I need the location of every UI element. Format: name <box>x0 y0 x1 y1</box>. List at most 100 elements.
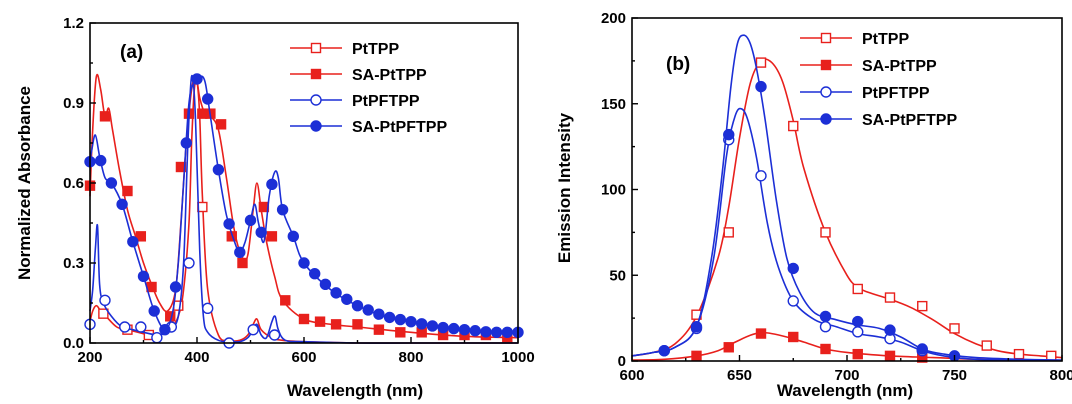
panel-a-data-point <box>330 287 342 299</box>
panel-b-y-tick-label: 50 <box>609 267 626 284</box>
panel-a-data-point <box>99 294 111 307</box>
panel-a-xlabel: Wavelength (nm) <box>287 381 423 400</box>
panel-a-legend-label: SA-PtPFTPP <box>352 119 447 136</box>
panel-a-legend-marker <box>310 94 322 106</box>
panel-b-data-point <box>1046 350 1057 362</box>
panel-b-data-point <box>949 323 960 334</box>
panel-a-chart: 200 400 600 800 1000 0.0 0.3 0.6 0.9 1.2 PtTPP SA-… <box>15 15 535 400</box>
panel-a-data-point <box>169 281 182 293</box>
panel-a-label: (a) <box>120 42 143 63</box>
panel-b-data-point <box>884 350 896 362</box>
panel-a-x-tick-label: 1000 <box>501 349 534 366</box>
panel-a-data-point <box>151 331 163 344</box>
panel-a-data-point <box>309 267 321 280</box>
panel-a-data-point <box>490 326 503 339</box>
panel-a-data-point <box>116 198 128 211</box>
panel-a-data-point <box>319 278 332 291</box>
panel-a-y-tick-label: 0.9 <box>63 95 84 112</box>
panel-a-legend-marker <box>310 68 322 80</box>
panel-b-ylabel: Emission Intensity <box>555 112 574 263</box>
panel-b-legend-marker <box>820 113 832 125</box>
panel-a-data-point <box>99 111 111 122</box>
panel-b-data-point <box>852 283 863 295</box>
panel-b-legend-label: PtTPP <box>862 31 909 48</box>
panel-b-y-tick-label: 0 <box>618 353 626 370</box>
panel-b-data-point <box>691 350 702 362</box>
panel-b-data-point <box>884 292 896 303</box>
panel-a-data-point <box>201 302 214 315</box>
panel-a-data-point <box>287 230 299 243</box>
panel-a-data-point <box>268 329 281 341</box>
panel-b-series-1 <box>631 328 1063 363</box>
panel-b-legend-entry: SA-PtPFTPP <box>800 112 957 129</box>
panel-a-legend-entry: SA-PtTPP <box>290 67 427 84</box>
panel-b-data-point <box>723 128 735 141</box>
panel-b-chart: 600 650 700 750 800 0 50 100 150 200 PtTPP SA-PtTP… <box>555 10 1072 400</box>
panel-a-x-tick-label: 200 <box>77 349 102 366</box>
panel-a-y-tick-label: 0.0 <box>63 335 84 352</box>
panel-b-y-tick-label: 150 <box>601 96 626 113</box>
panel-b-data-point <box>690 321 703 333</box>
panel-b-data-point <box>820 227 831 238</box>
panel-a-data-point <box>480 326 492 338</box>
panel-a-data-point <box>94 154 107 167</box>
panel-b-data-point <box>916 343 928 355</box>
panel-a-data-point <box>183 257 195 269</box>
panel-a-data-point <box>362 304 374 316</box>
panel-a-legend-entry: PtTPP <box>290 41 399 58</box>
panel-b-x-tick-label: 800 <box>1049 367 1072 384</box>
panel-b-data-point <box>755 170 767 182</box>
panel-a-data-point <box>223 218 235 230</box>
panel-b-data-point <box>787 262 799 275</box>
panel-a-legend-label: PtTPP <box>352 41 399 58</box>
panel-a-data-point <box>373 308 385 320</box>
panel-a-legend-marker <box>310 42 322 54</box>
panel-b-x-tick-label: 700 <box>834 367 859 384</box>
panel-a-legend-label: PtPFTPP <box>352 93 420 110</box>
panel-b-data-point <box>819 321 832 333</box>
panel-a-data-point <box>135 321 147 333</box>
panel-b-legend-entry: PtPFTPP <box>800 85 930 102</box>
panel-a-series-line <box>89 73 519 339</box>
panel-b-data-point <box>755 80 767 93</box>
panel-b-legend-label: SA-PtPFTPP <box>862 112 957 129</box>
panel-b-legend-entry: PtTPP <box>800 31 909 48</box>
panel-b-label: (b) <box>666 54 690 75</box>
panel-a-data-point <box>395 327 406 338</box>
panel-b-data-point <box>852 348 863 360</box>
panel-a-data-point <box>159 323 171 336</box>
panel-a-data-point <box>215 119 227 130</box>
panel-b-data-point <box>852 326 864 338</box>
panel-b-legend-marker <box>820 86 832 98</box>
panel-b-data-point <box>852 315 864 328</box>
panel-a-data-point <box>234 246 246 259</box>
panel-a-data-point <box>175 161 187 173</box>
panel-a-data-point <box>352 319 363 330</box>
panel-b-data-point <box>658 345 670 357</box>
panel-a-data-point <box>458 323 471 336</box>
panel-b-data-point <box>788 120 799 132</box>
panel-a-data-point <box>330 319 342 330</box>
panel-a-data-point <box>405 315 417 328</box>
panel-a-data-point <box>469 325 481 337</box>
panel-b-legend-label: PtPFTPP <box>862 85 930 102</box>
panel-a-x-tick-label: 800 <box>398 349 423 366</box>
panel-a-legend-entry: SA-PtPFTPP <box>290 119 447 136</box>
panel-b-legend-marker <box>820 59 832 71</box>
panel-a-data-point <box>426 320 439 332</box>
panel-b-data-point <box>755 57 767 68</box>
panel-b-data-point <box>788 331 799 343</box>
panel-a-series-line <box>89 78 518 344</box>
panel-b-data-point <box>981 340 992 351</box>
panel-b-data-point <box>917 300 928 312</box>
panel-a-data-point <box>437 321 449 334</box>
panel-a-data-point <box>501 326 513 339</box>
panel-a-data-point <box>341 293 353 305</box>
panel-a-x-tick-label: 600 <box>291 349 316 366</box>
panel-b-data-point <box>820 343 831 355</box>
panel-b-legend-marker <box>820 32 832 44</box>
panel-a-series-0 <box>89 78 518 344</box>
panel-a-legend-marker <box>310 120 322 132</box>
panel-a-data-point <box>98 308 109 319</box>
panel-a-data-point <box>137 270 150 283</box>
